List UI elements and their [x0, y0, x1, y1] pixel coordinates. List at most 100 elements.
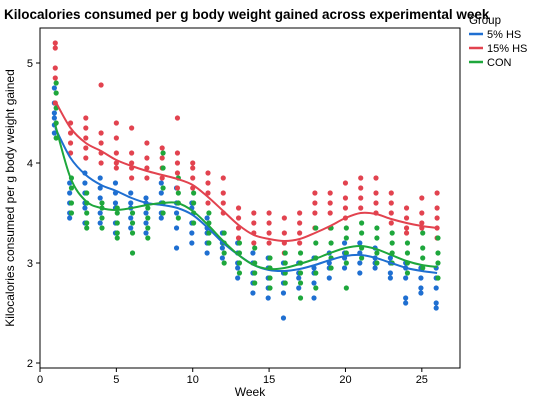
smoothing-curves — [54, 100, 438, 274]
point-5-hs-123 — [433, 300, 439, 306]
point-15-hs-30 — [144, 155, 150, 161]
point-15-hs-39 — [174, 160, 181, 166]
point-con-107 — [435, 235, 441, 241]
point-15-hs-29 — [144, 140, 150, 146]
point-con-109 — [435, 260, 441, 266]
point-5-hs-20 — [97, 210, 103, 216]
point-15-hs-63 — [266, 220, 272, 226]
point-con-56 — [252, 245, 258, 251]
point-con-26 — [129, 250, 136, 256]
point-15-hs-7 — [67, 140, 74, 146]
point-5-hs-114 — [403, 295, 409, 301]
point-con-19 — [114, 210, 120, 216]
point-5-hs-84 — [296, 275, 302, 281]
point-con-30 — [145, 235, 151, 241]
point-15-hs-74 — [312, 190, 318, 196]
point-15-hs-48 — [205, 190, 211, 196]
point-con-84 — [343, 250, 349, 256]
point-15-hs-75 — [312, 200, 318, 206]
point-15-hs-96 — [388, 210, 394, 216]
point-con-50 — [221, 250, 227, 256]
point-15-hs-42 — [190, 160, 196, 166]
point-5-hs-107 — [387, 255, 393, 261]
point-15-hs-73 — [297, 240, 303, 246]
point-con-32 — [160, 165, 166, 171]
point-5-hs-76 — [265, 295, 271, 301]
point-5-hs-51 — [189, 230, 195, 236]
point-con-102 — [404, 270, 411, 276]
point-15-hs-46 — [205, 170, 211, 176]
point-15-hs-11 — [83, 135, 89, 141]
point-15-hs-97 — [388, 220, 394, 226]
point-15-hs-28 — [129, 175, 135, 181]
point-con-27 — [145, 205, 151, 211]
point-15-hs-94 — [388, 190, 394, 196]
point-15-hs-50 — [220, 175, 226, 181]
point-con-106 — [420, 265, 426, 271]
point-15-hs-13 — [83, 155, 89, 161]
point-con-43 — [191, 220, 197, 226]
point-5-hs-37 — [143, 230, 149, 236]
point-15-hs-19 — [113, 120, 119, 126]
x-tick-label-5: 5 — [113, 374, 119, 386]
point-con-71 — [297, 280, 304, 286]
point-5-hs-42 — [158, 215, 164, 221]
point-15-hs-90 — [373, 175, 379, 181]
point-con-68 — [297, 250, 304, 256]
point-5-hs-19 — [97, 195, 103, 201]
point-con-96 — [389, 240, 395, 246]
point-con-33 — [160, 185, 166, 191]
y-tick-label-2: 2 — [27, 358, 33, 370]
point-5-hs-109 — [387, 270, 393, 276]
point-15-hs-32 — [144, 175, 150, 181]
point-5-hs-52 — [189, 240, 195, 246]
point-con-92 — [374, 235, 380, 241]
point-15-hs-65 — [266, 240, 272, 246]
point-15-hs-37 — [174, 115, 181, 121]
point-15-hs-51 — [220, 190, 226, 196]
curve-15-hs — [54, 100, 438, 243]
legend-label-con: CON — [487, 57, 512, 69]
point-con-46 — [206, 230, 212, 236]
point-con-72 — [297, 295, 304, 301]
point-5-hs-99 — [357, 240, 363, 246]
point-5-hs-115 — [403, 300, 409, 306]
point-con-51 — [221, 260, 227, 266]
x-tick-label-15: 15 — [263, 374, 275, 386]
point-con-62 — [267, 275, 273, 281]
point-5-hs-124 — [433, 305, 439, 311]
x-tick-label-20: 20 — [339, 374, 351, 386]
point-15-hs-3 — [52, 75, 58, 81]
point-con-14 — [99, 200, 105, 206]
point-15-hs-23 — [113, 165, 119, 171]
point-15-hs-92 — [373, 200, 379, 206]
point-con-0 — [53, 80, 59, 86]
point-con-81 — [328, 265, 334, 271]
point-15-hs-15 — [98, 130, 104, 136]
point-5-hs-87 — [311, 265, 317, 271]
point-15-hs-38 — [174, 150, 181, 156]
point-5-hs-12 — [82, 180, 88, 186]
point-con-83 — [343, 235, 349, 241]
point-5-hs-89 — [311, 280, 317, 286]
legend-label-15-hs: 15% HS — [487, 43, 527, 55]
point-con-90 — [359, 255, 365, 261]
point-5-hs-102 — [357, 270, 363, 276]
point-15-hs-101 — [403, 230, 410, 236]
point-5-hs-118 — [418, 285, 424, 291]
legend: Group 5% HS 15% HS CON — [469, 15, 527, 69]
point-con-40 — [191, 190, 197, 196]
legend-title: Group — [469, 15, 501, 27]
plot-area — [39, 27, 461, 369]
point-5-hs-98 — [341, 265, 348, 271]
point-con-67 — [282, 280, 288, 286]
point-15-hs-18 — [98, 160, 104, 166]
point-15-hs-59 — [251, 220, 257, 226]
point-15-hs-108 — [434, 215, 440, 221]
point-5-hs-47 — [173, 245, 180, 251]
x-tick-label-25: 25 — [416, 374, 428, 386]
point-con-54 — [236, 260, 243, 266]
point-5-hs-71 — [250, 290, 256, 296]
point-15-hs-36 — [159, 175, 165, 181]
